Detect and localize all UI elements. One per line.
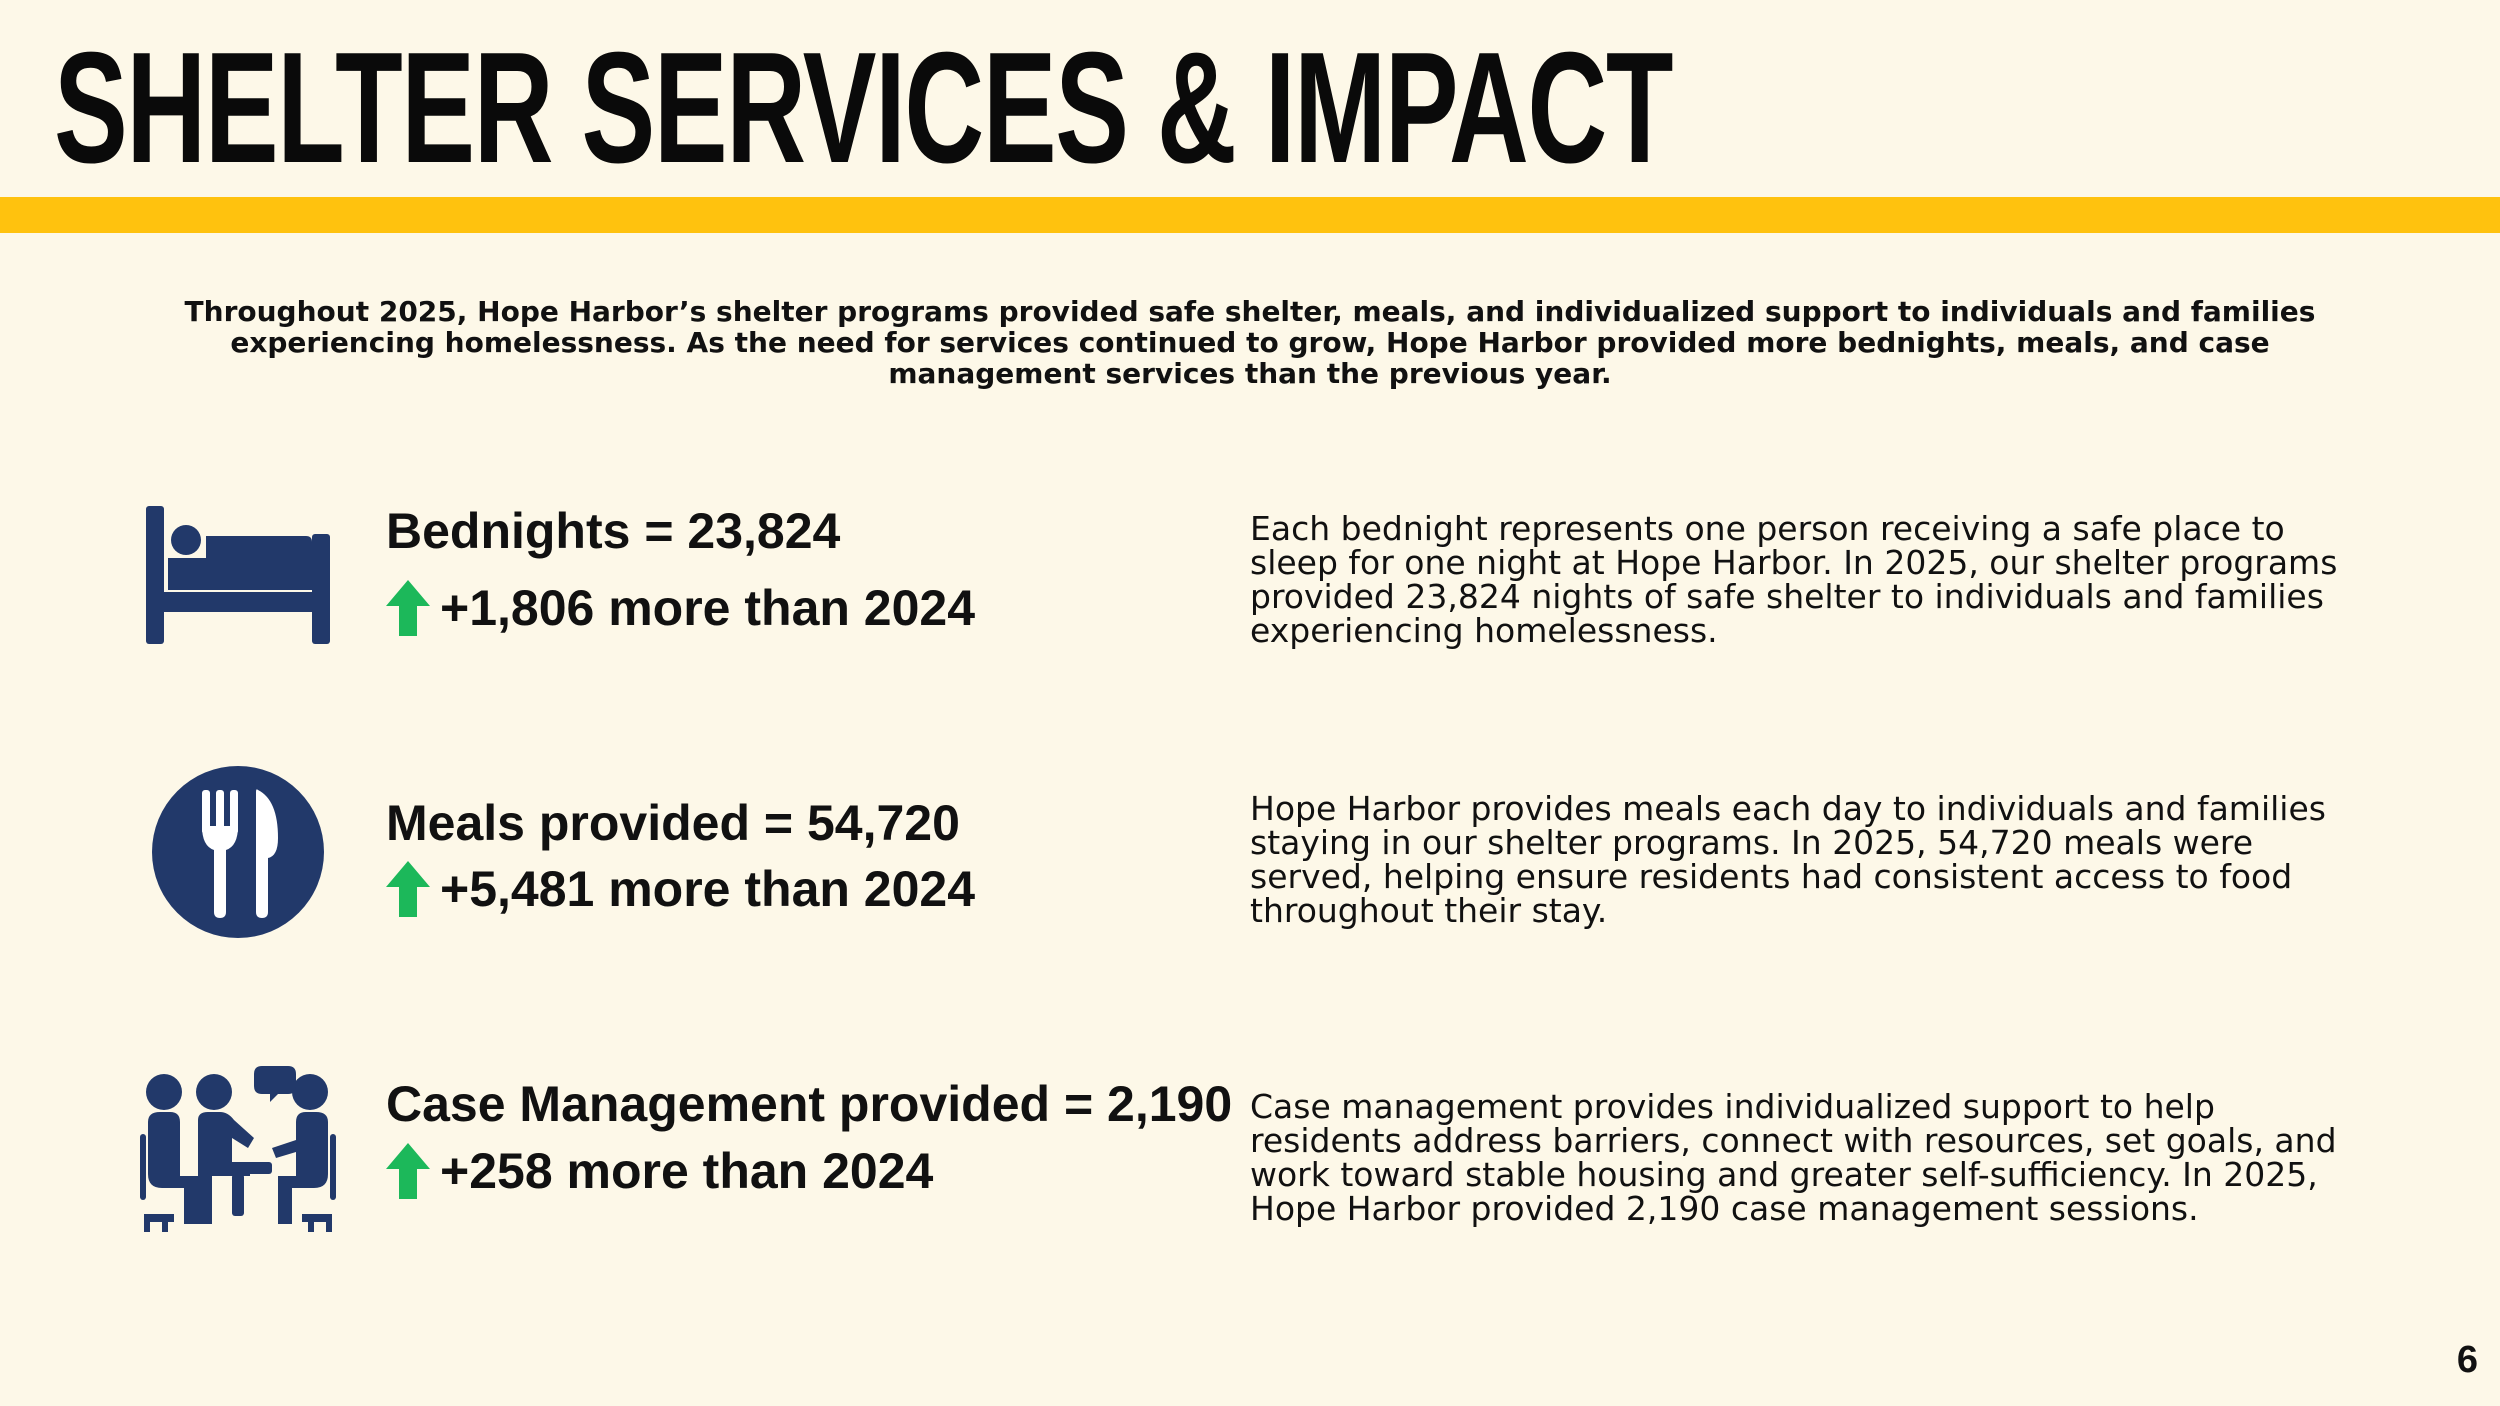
intro-paragraph: Throughout 2025, Hope Harbor’s shelter p… bbox=[184, 295, 2316, 390]
stat-title: Bednights = 23,824 bbox=[386, 503, 841, 559]
stat-title: Meals provided = 54,720 bbox=[386, 795, 960, 851]
meeting-icon bbox=[140, 1064, 336, 1232]
stat-title: Case Management provided = 2,190 bbox=[386, 1076, 1233, 1132]
up-arrow-icon bbox=[386, 861, 430, 917]
stat-description: Hope Harbor provides meals each day to i… bbox=[1250, 789, 2326, 930]
stat-description: Each bednight represents one person rece… bbox=[1250, 509, 2338, 650]
stat-change-text: +1,806 more than 2024 bbox=[440, 580, 976, 636]
stat-change: +5,481 more than 2024 bbox=[386, 858, 975, 920]
fork-knife-icon bbox=[152, 766, 324, 938]
stat-change-text: +258 more than 2024 bbox=[440, 1143, 934, 1199]
page-number: 6 bbox=[2456, 1339, 2478, 1381]
bed-icon bbox=[146, 506, 330, 644]
accent-bar bbox=[0, 197, 2500, 233]
stat-description: Case management provides individualized … bbox=[1250, 1087, 2337, 1228]
up-arrow-icon bbox=[386, 1143, 430, 1199]
page-title: SHELTER SERVICES & IMPACT bbox=[54, 20, 1673, 196]
stat-change: +258 more than 2024 bbox=[386, 1140, 933, 1202]
stat-change-text: +5,481 more than 2024 bbox=[440, 861, 976, 917]
stat-change: +1,806 more than 2024 bbox=[386, 577, 975, 639]
up-arrow-icon bbox=[386, 580, 430, 636]
